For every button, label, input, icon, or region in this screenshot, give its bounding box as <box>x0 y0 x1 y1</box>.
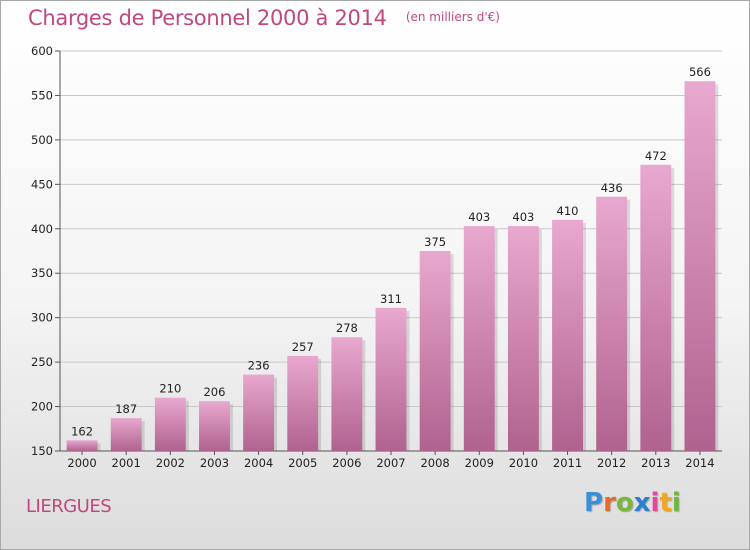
data-label: 206 <box>203 385 225 399</box>
bar <box>419 251 451 451</box>
chart-title: Charges de Personnel 2000 à 2014 <box>28 6 387 30</box>
logo-letter: x <box>633 488 651 518</box>
bar <box>66 440 98 451</box>
bar <box>640 164 672 451</box>
x-tick-label: 2008 <box>420 456 449 470</box>
x-tick-label: 2006 <box>332 456 361 470</box>
y-tick-label: 200 <box>31 400 53 414</box>
y-tick-label: 250 <box>31 355 53 369</box>
logo-letter: o <box>615 488 634 518</box>
x-tick-label: 2004 <box>244 456 273 470</box>
data-label: 162 <box>71 424 93 438</box>
data-label: 403 <box>468 210 490 224</box>
logo-letter: i <box>671 488 681 518</box>
y-tick-label: 550 <box>31 88 53 102</box>
y-tick-label: 400 <box>31 222 53 236</box>
y-tick-label: 600 <box>31 44 53 58</box>
x-tick-label: 2005 <box>288 456 317 470</box>
bar <box>463 226 495 451</box>
bar <box>154 397 186 451</box>
x-tick-label: 2007 <box>376 456 405 470</box>
y-tick-label: 150 <box>31 444 53 458</box>
data-label: 403 <box>512 210 534 224</box>
bar <box>507 226 539 451</box>
bar <box>552 219 583 451</box>
labels: 150 200 250 300 350 400 450 500 550 600 162 2000 187… <box>31 44 715 470</box>
logo-letter: P <box>584 488 604 518</box>
y-tick-label: 300 <box>31 311 53 325</box>
x-tick-label: 2012 <box>597 456 626 470</box>
bar <box>684 81 716 451</box>
commune-name: LIERGUES <box>26 496 112 517</box>
data-label: 257 <box>292 340 314 354</box>
data-label: 436 <box>601 181 623 195</box>
data-label: 187 <box>115 402 137 416</box>
bar <box>375 307 407 451</box>
bar <box>331 337 363 451</box>
data-label: 210 <box>159 382 181 396</box>
title-row: Charges de Personnel 2000 à 2014 (en mil… <box>28 6 500 30</box>
x-tick-label: 2010 <box>509 456 538 470</box>
y-tick-label: 450 <box>31 177 53 191</box>
x-tick-label: 2014 <box>685 456 714 470</box>
data-label: 375 <box>424 235 446 249</box>
bar <box>110 418 142 451</box>
data-label: 278 <box>336 321 358 335</box>
x-tick-label: 2011 <box>553 456 582 470</box>
x-tick-label: 2000 <box>67 456 96 470</box>
bar <box>596 196 628 451</box>
logo-letter: t <box>659 488 672 518</box>
x-tick-label: 2002 <box>156 456 185 470</box>
data-label: 236 <box>248 359 270 373</box>
chart-subtitle: (en milliers d'€) <box>405 10 500 24</box>
y-tick-label: 500 <box>31 133 53 147</box>
bar <box>287 355 319 451</box>
logo-letter: i <box>650 488 660 518</box>
data-label: 472 <box>645 149 667 163</box>
x-tick-label: 2013 <box>641 456 670 470</box>
data-label: 566 <box>689 65 711 79</box>
x-tick-label: 2009 <box>465 456 494 470</box>
bar <box>243 374 275 451</box>
data-label: 410 <box>557 204 579 218</box>
y-tick-label: 350 <box>31 266 53 280</box>
proxiti-logo: Proxiti <box>584 488 681 518</box>
bar <box>199 401 230 451</box>
logo-letter: r <box>603 488 616 518</box>
x-tick-label: 2003 <box>200 456 229 470</box>
data-label: 311 <box>380 292 402 306</box>
bars <box>66 81 719 451</box>
x-tick-label: 2001 <box>112 456 141 470</box>
